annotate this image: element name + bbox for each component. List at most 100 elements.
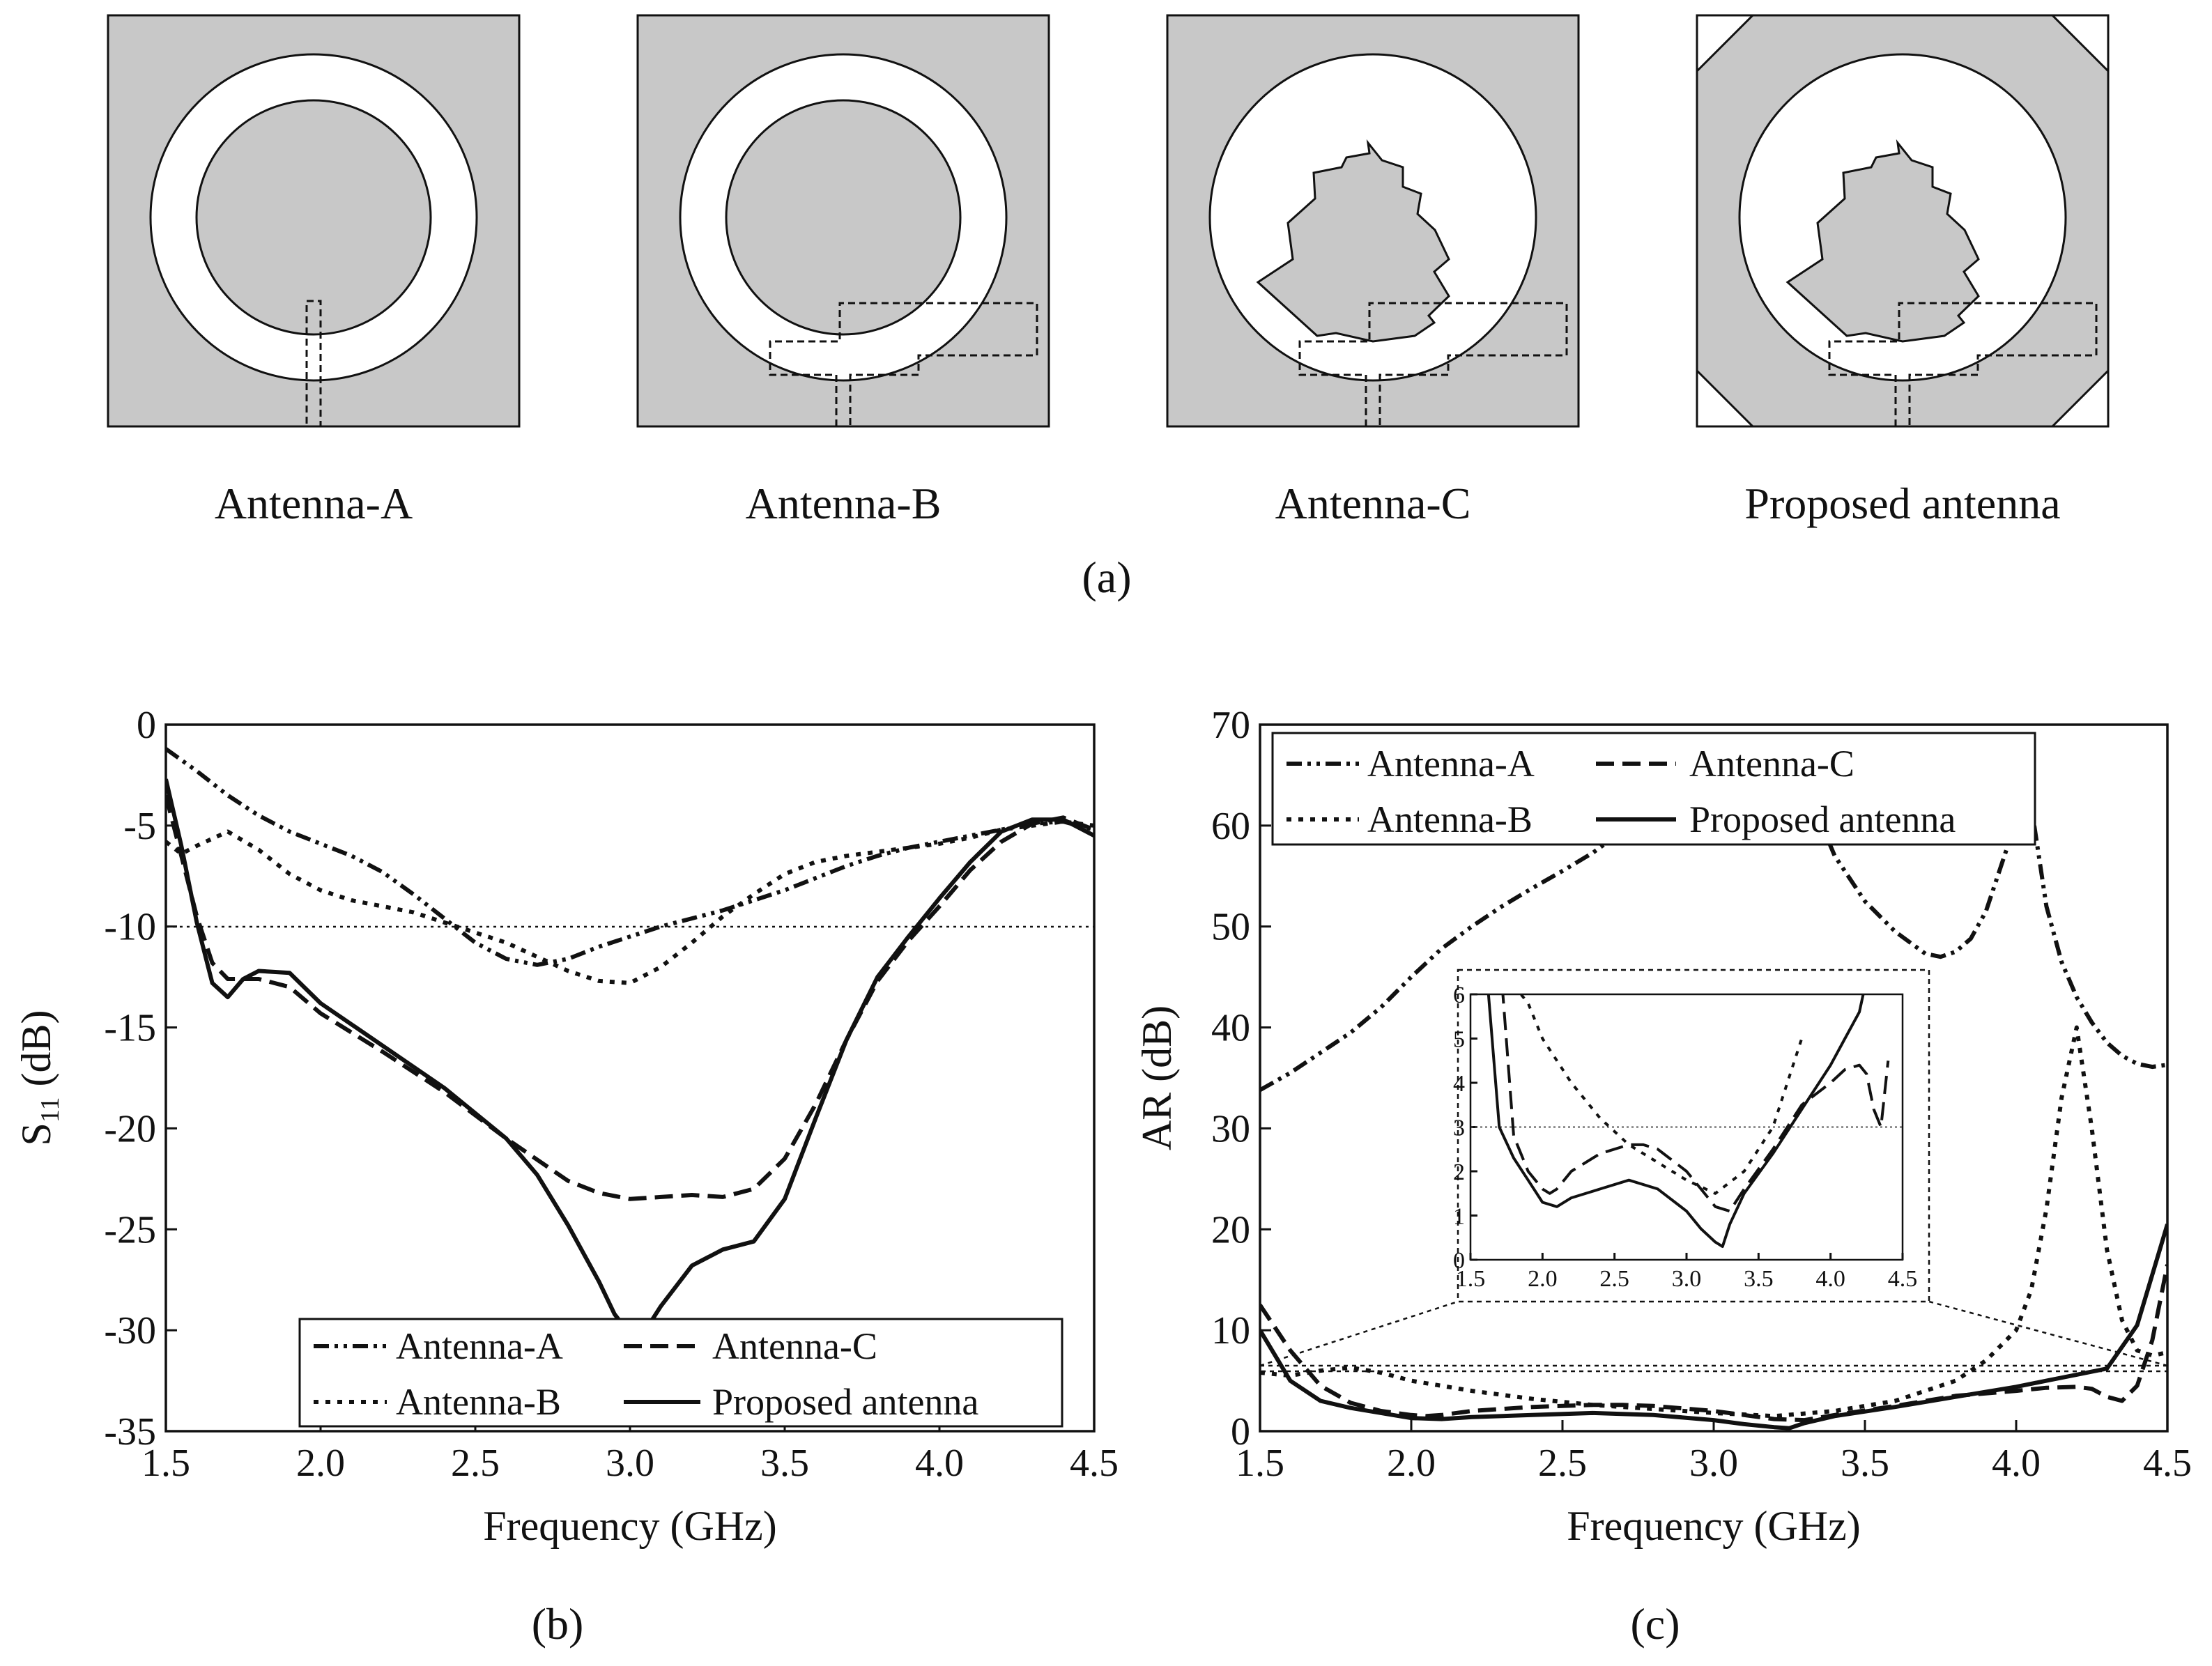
s11-x-tick-label-4: 3.5	[760, 1442, 809, 1485]
ar-x-tick-label-4: 3.5	[1841, 1442, 1889, 1485]
s11-y-axis-title: S11 (dB)	[13, 1010, 65, 1146]
ar-inset-series-antenna-c	[1501, 994, 1890, 1213]
ar-x-axis-title: Frequency (GHz)	[1567, 1503, 1861, 1549]
s11-chart: 1.5 2.0 2.5 3.0 3.5 4.0 4.5 0 -5 -10 -15 -20 -25 -30 -…	[13, 704, 1119, 1649]
s11-legend-label-antenna-c: Antenna-C	[712, 1325, 877, 1367]
s11-y-title-rest: (dB)	[13, 1010, 59, 1097]
ar-x-tick-label-0: 1.5	[1236, 1442, 1284, 1485]
s11-y-tick-label-4: -20	[104, 1107, 156, 1150]
ar-y-tick-label-3: 30	[1211, 1107, 1250, 1150]
ar-series-antenna-c	[1260, 1264, 2167, 1423]
ar-inset-x-tick-label-6: 4.5	[1888, 1266, 1918, 1292]
antenna-a-drawing	[107, 14, 521, 428]
s11-plot-frame	[164, 723, 1096, 1433]
ar-series-antenna-a-part-1	[1811, 804, 2018, 959]
ar-series-proposed-antenna	[1260, 1224, 2167, 1430]
s11-x-tick-label-3: 3.0	[606, 1442, 654, 1485]
s11-y-tick-label-6: -30	[104, 1309, 156, 1352]
s11-y-tick-label-2: -10	[104, 906, 156, 949]
ar-zoom-connector-left	[1259, 1300, 1459, 1367]
antenna-c-label: Antenna-C	[1275, 479, 1471, 528]
ar-zoom-region	[1259, 1364, 2169, 1373]
ar-inset-x-tick-label-5: 4.0	[1815, 1266, 1845, 1292]
ar-inset: 1.5 2.0 2.5 3.0 3.5 4.0 4.5 0 1 2 3 4 5 6	[1453, 969, 1930, 1303]
ar-inset-x-tick-label-1: 2.0	[1528, 1266, 1558, 1292]
ar-inset-frame	[1469, 993, 1904, 1261]
ar-plot-frame	[1259, 723, 2169, 1433]
s11-y-tick-label-0: 0	[137, 704, 156, 747]
ar-inset-x-tick-label-3: 3.0	[1672, 1266, 1702, 1292]
antenna-b-drawing	[636, 14, 1050, 428]
antenna-a-label: Antenna-A	[215, 479, 413, 528]
s11-series-antenna-c	[166, 794, 1094, 1201]
ar-inset-ticks: 1.5 2.0 2.5 3.0 3.5 4.0 4.5 0 1 2 3 4 5 6	[1453, 982, 1917, 1292]
panel-c-caption: (c)	[1630, 1599, 1680, 1649]
panel-b-caption: (b)	[532, 1599, 584, 1649]
ar-inset-x-tick-label-0: 1.5	[1456, 1266, 1486, 1292]
ar-inset-x-tick-label-4: 3.5	[1744, 1266, 1774, 1292]
ar-y-tick-label-2: 20	[1211, 1208, 1250, 1251]
ar-y-tick-label-6: 60	[1211, 805, 1250, 848]
panel-a: Antenna-A Antenna-B Antenna-C Proposed a…	[107, 14, 2110, 602]
s11-x-tick-label-1: 2.0	[296, 1442, 345, 1485]
proposed-antenna-label: Proposed antenna	[1744, 479, 2060, 528]
proposed-antenna-drawing	[1696, 14, 2110, 428]
s11-y-tick-label-5: -25	[104, 1208, 156, 1251]
s11-x-tick-label-0: 1.5	[141, 1442, 190, 1485]
s11-series-group	[166, 747, 1094, 1336]
ar-series-antenna-a-part-2	[2032, 825, 2167, 1070]
s11-x-tick-label-5: 4.0	[915, 1442, 964, 1485]
ar-inset-y-tick-label-3: 3	[1453, 1116, 1465, 1141]
panel-a-caption: (a)	[1082, 553, 1131, 602]
s11-y-title-sub: 11	[36, 1097, 65, 1123]
ar-x-tick-label-6: 4.5	[2143, 1442, 2192, 1485]
s11-series-antenna-a	[166, 747, 1094, 967]
s11-y-tick-label-3: -15	[104, 1007, 156, 1050]
ar-series-group	[1260, 804, 2167, 1430]
ar-inset-series-group	[1487, 994, 1890, 1248]
s11-legend-box	[298, 1318, 1063, 1428]
ar-inset-y-tick-label-5: 5	[1453, 1027, 1465, 1053]
s11-y-title-main: S	[13, 1123, 59, 1146]
ar-inset-y-tick-label-0: 0	[1453, 1248, 1465, 1274]
ar-x-tick-label-2: 2.5	[1538, 1442, 1587, 1485]
s11-legend-label-antenna-b: Antenna-B	[396, 1381, 561, 1423]
ar-inset-y-tick-label-4: 4	[1453, 1071, 1465, 1097]
ar-legend-label-antenna-b: Antenna-B	[1367, 799, 1533, 840]
ar-legend-label-antenna-a: Antenna-A	[1367, 743, 1535, 785]
ar-axis-ticks: 1.5 2.0 2.5 3.0 3.5 4.0 4.5 0 10 20 30 40 50 60 70	[1211, 704, 2192, 1485]
ar-y-tick-label-1: 10	[1211, 1309, 1250, 1352]
ar-chart: 1.5 2.0 2.5 3.0 3.5 4.0 4.5 0 10 20 30 40 50 60 70 1.5…	[1134, 704, 2192, 1649]
ar-inset-series-proposed-antenna	[1487, 994, 1865, 1248]
ar-inset-x-tick-label-2: 2.5	[1599, 1266, 1629, 1292]
s11-y-tick-label-7: -35	[104, 1410, 156, 1453]
ar-legend-label-proposed: Proposed antenna	[1689, 799, 1956, 840]
antenna-b-label: Antenna-B	[746, 479, 942, 528]
ar-y-tick-label-7: 70	[1211, 704, 1250, 747]
s11-legend-label-antenna-a: Antenna-A	[396, 1325, 563, 1367]
s11-x-tick-label-2: 2.5	[451, 1442, 500, 1485]
ar-legend: Antenna-A Antenna-B Antenna-C Proposed a…	[1271, 732, 2036, 846]
s11-series-antenna-b	[166, 819, 1094, 985]
ar-inset-y-tick-label-2: 2	[1453, 1159, 1465, 1185]
ar-legend-box	[1271, 732, 2036, 846]
ar-y-tick-label-5: 50	[1211, 906, 1250, 949]
ar-inset-y-tick-label-6: 6	[1453, 982, 1465, 1008]
ar-legend-label-antenna-c: Antenna-C	[1689, 743, 1854, 785]
s11-x-tick-label-6: 4.5	[1070, 1442, 1119, 1485]
ar-y-tick-label-4: 40	[1211, 1007, 1250, 1050]
ar-inset-y-tick-label-1: 1	[1453, 1204, 1465, 1230]
antenna-c-drawing	[1166, 14, 1580, 428]
s11-x-axis-title: Frequency (GHz)	[483, 1503, 777, 1549]
s11-legend-label-proposed: Proposed antenna	[712, 1381, 978, 1423]
s11-legend: Antenna-A Antenna-B Antenna-C Proposed a…	[298, 1318, 1063, 1428]
ar-x-tick-label-5: 4.0	[1992, 1442, 2041, 1485]
s11-axis-ticks: 1.5 2.0 2.5 3.0 3.5 4.0 4.5 0 -5 -10 -15 -20 -25 -30 -…	[104, 704, 1119, 1485]
ar-x-tick-label-1: 2.0	[1387, 1442, 1436, 1485]
ar-series-antenna-a-part-0	[1260, 816, 1640, 1093]
ar-y-axis-title: AR (dB)	[1134, 1005, 1180, 1150]
ar-x-tick-label-3: 3.0	[1689, 1442, 1738, 1485]
ar-inset-series-antenna-b	[1519, 994, 1804, 1195]
s11-series-proposed-antenna	[166, 778, 1094, 1336]
